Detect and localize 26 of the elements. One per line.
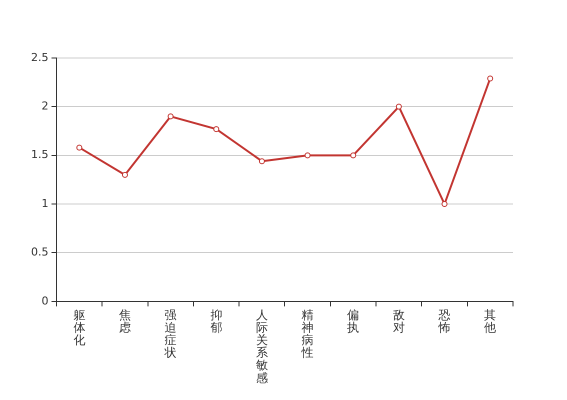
y-tick-label: 0.5	[30, 246, 48, 259]
x-tick-label: 恐怖	[438, 308, 451, 334]
point	[258, 158, 265, 164]
point	[442, 201, 448, 208]
x-tick-label: 躯体化	[73, 308, 86, 348]
y-tick-label: 1	[41, 196, 48, 210]
x-tick-label: 人际关系敏感	[256, 308, 268, 385]
x-tick-label: 其他	[484, 308, 496, 334]
x-tick-label: 偏执	[347, 308, 360, 334]
point	[396, 104, 402, 110]
x-tick-label: 焦虑	[118, 308, 131, 334]
point	[168, 113, 174, 120]
point	[487, 75, 494, 82]
point	[304, 152, 311, 158]
point	[213, 126, 220, 132]
y-tick-label: 2	[41, 100, 48, 113]
y-tick-label: 2.5	[30, 50, 48, 64]
point	[350, 152, 356, 158]
x-tick-label: 精神病性	[300, 308, 314, 360]
point	[76, 144, 82, 151]
x-tick-label: 强迫症状	[164, 308, 177, 360]
y-tick-label: 1.5	[30, 148, 48, 162]
x-tick-label: 敌对	[392, 308, 405, 334]
point	[122, 172, 128, 178]
x-tick-label: 抑郁	[210, 308, 222, 334]
y-tick-label: 0	[41, 294, 48, 308]
